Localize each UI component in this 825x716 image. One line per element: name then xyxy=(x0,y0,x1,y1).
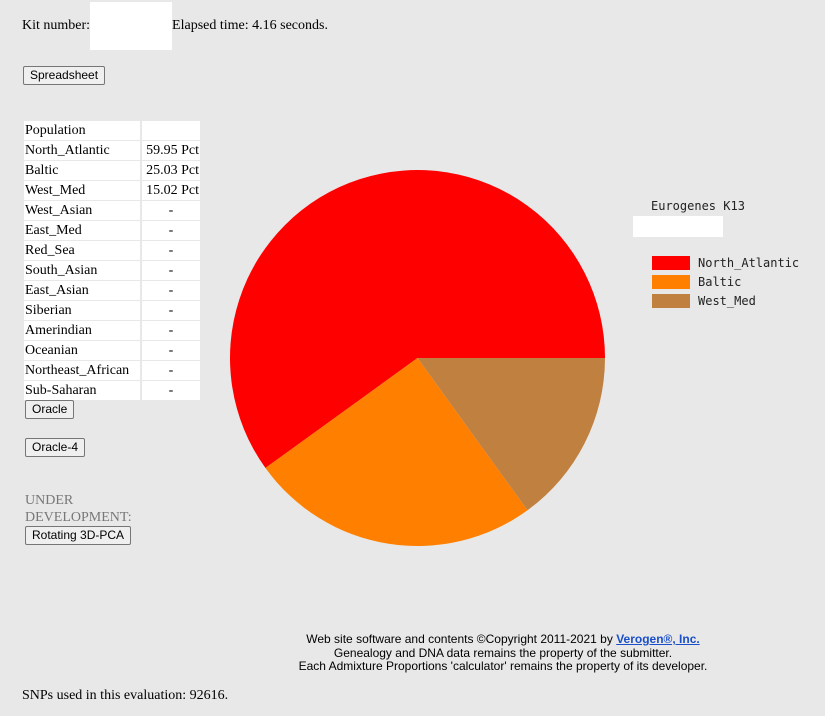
kit-label: Kit number: xyxy=(22,18,91,33)
kit-row: Kit number: Elapsed time: 4.16 seconds. xyxy=(22,2,328,50)
population-name: Amerindian xyxy=(24,320,142,341)
legend-blank-box xyxy=(633,216,723,237)
table-row: Oceanian - xyxy=(24,340,200,361)
rotating-3d-pca-button[interactable]: Rotating 3D-PCA xyxy=(25,526,132,545)
footer-copyright: Web site software and contents ©Copyrigh… xyxy=(306,632,613,646)
elapsed-time: Elapsed time: 4.16 seconds. xyxy=(172,18,328,33)
table-row: West_Med 15.02 Pct xyxy=(24,180,200,201)
population-value: 25.03 Pct xyxy=(141,160,200,181)
kit-number-box xyxy=(90,2,173,50)
legend-label: North_Atlantic xyxy=(698,256,800,270)
population-value: 15.02 Pct xyxy=(141,180,200,201)
population-value: - xyxy=(141,340,200,361)
table-header-value xyxy=(141,121,200,141)
legend-swatch xyxy=(652,256,690,270)
legend-item: Baltic xyxy=(652,275,741,289)
pie-slice-north-atlantic xyxy=(230,170,605,469)
verogen-link[interactable]: Verogen®, Inc. xyxy=(616,632,700,646)
footer: Web site software and contents ©Copyrigh… xyxy=(290,632,716,674)
population-value: - xyxy=(141,300,200,321)
population-value: - xyxy=(141,240,200,261)
table-row: South_Asian - xyxy=(24,260,200,281)
population-name: East_Med xyxy=(24,220,142,241)
population-name: Baltic xyxy=(24,160,142,181)
table-header-row: Population xyxy=(24,121,200,141)
table-row: Sub-Saharan - xyxy=(24,380,200,401)
population-name: Oceanian xyxy=(24,340,142,361)
oracle4-button[interactable]: Oracle-4 xyxy=(25,438,86,457)
legend-swatch xyxy=(652,275,690,289)
population-value: - xyxy=(141,380,200,401)
legend-swatch xyxy=(652,294,690,308)
population-table: Population North_Atlantic 59.95 Pct Baltic… xyxy=(24,121,200,401)
footer-line1: Web site software and contents ©Copyrigh… xyxy=(290,632,716,647)
footer-line3: Each Admixture Proportions 'calculator' … xyxy=(298,659,708,673)
population-value: - xyxy=(141,260,200,281)
table-row: North_Atlantic 59.95 Pct xyxy=(24,140,200,161)
table-row: East_Med - xyxy=(24,220,200,241)
population-name: Northeast_African xyxy=(24,360,142,381)
population-name: West_Asian xyxy=(24,200,142,221)
population-name: North_Atlantic xyxy=(24,140,142,161)
table-row: Siberian - xyxy=(24,300,200,321)
population-value: - xyxy=(141,200,200,221)
chart-title: Eurogenes K13 xyxy=(651,199,745,213)
population-name: Red_Sea xyxy=(24,240,142,261)
table-row: Amerindian - xyxy=(24,320,200,341)
population-value: - xyxy=(141,220,200,241)
table-header-population: Population xyxy=(24,121,142,141)
oracle-button[interactable]: Oracle xyxy=(25,400,75,419)
table-row: West_Asian - xyxy=(24,200,200,221)
pie-chart xyxy=(230,170,605,547)
population-name: West_Med xyxy=(24,180,142,201)
legend-item: West_Med xyxy=(652,294,756,308)
population-value: - xyxy=(141,320,200,341)
population-value: 59.95 Pct xyxy=(141,140,200,161)
snps-used: SNPs used in this evaluation: 92616. xyxy=(22,688,229,703)
spreadsheet-button[interactable]: Spreadsheet xyxy=(23,66,106,85)
table-row: Red_Sea - xyxy=(24,240,200,261)
pie-slice-baltic xyxy=(265,358,528,547)
population-name: Sub-Saharan xyxy=(24,380,142,401)
legend-item: North_Atlantic xyxy=(652,256,799,270)
table-row: Baltic 25.03 Pct xyxy=(24,160,200,181)
population-name: Siberian xyxy=(24,300,142,321)
table-row: East_Asian - xyxy=(24,280,200,301)
population-name: East_Asian xyxy=(24,280,142,301)
legend-label: Baltic xyxy=(698,275,742,289)
legend-label: West_Med xyxy=(698,294,756,308)
footer-line2: Genealogy and DNA data remains the prope… xyxy=(333,645,673,660)
population-value: - xyxy=(141,360,200,381)
population-name: South_Asian xyxy=(24,260,142,281)
under-development-label: UNDER DEVELOPMENT: xyxy=(25,493,132,525)
population-value: - xyxy=(141,280,200,301)
pie-slice-west-med xyxy=(417,358,605,511)
table-row: Northeast_African - xyxy=(24,360,200,381)
